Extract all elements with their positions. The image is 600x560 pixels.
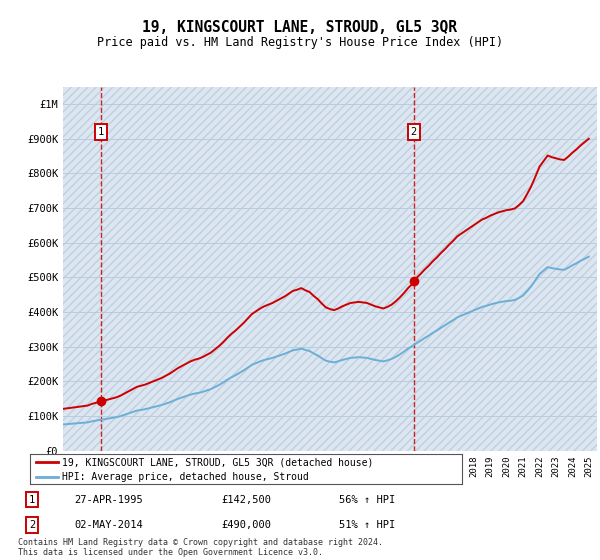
Text: 1: 1 — [29, 494, 35, 505]
Text: 19, KINGSCOURT LANE, STROUD, GL5 3QR: 19, KINGSCOURT LANE, STROUD, GL5 3QR — [143, 20, 458, 35]
Text: 56% ↑ HPI: 56% ↑ HPI — [340, 494, 396, 505]
Text: 27-APR-1995: 27-APR-1995 — [74, 494, 143, 505]
Text: £142,500: £142,500 — [221, 494, 271, 505]
Text: £490,000: £490,000 — [221, 520, 271, 530]
Text: HPI: Average price, detached house, Stroud: HPI: Average price, detached house, Stro… — [62, 472, 309, 482]
Text: 02-MAY-2014: 02-MAY-2014 — [74, 520, 143, 530]
Text: 2: 2 — [410, 127, 417, 137]
Text: Contains HM Land Registry data © Crown copyright and database right 2024.
This d: Contains HM Land Registry data © Crown c… — [18, 538, 383, 557]
Text: 2: 2 — [29, 520, 35, 530]
Text: 51% ↑ HPI: 51% ↑ HPI — [340, 520, 396, 530]
Text: 19, KINGSCOURT LANE, STROUD, GL5 3QR (detached house): 19, KINGSCOURT LANE, STROUD, GL5 3QR (de… — [62, 457, 374, 467]
Text: Price paid vs. HM Land Registry's House Price Index (HPI): Price paid vs. HM Land Registry's House … — [97, 36, 503, 49]
Text: 1: 1 — [98, 127, 104, 137]
